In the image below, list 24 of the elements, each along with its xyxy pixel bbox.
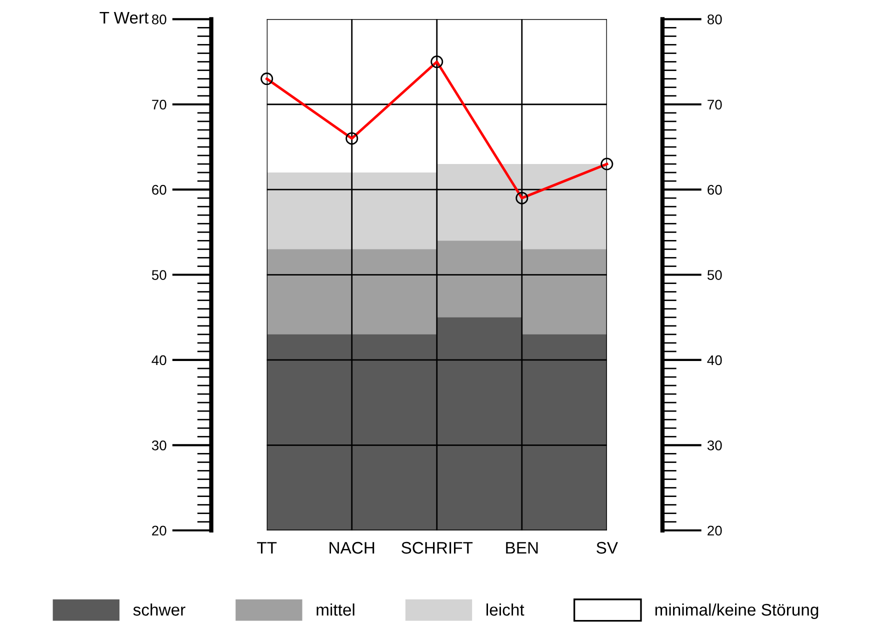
x-tick-label: NACH bbox=[330, 542, 374, 554]
y-tick-label: 20 bbox=[152, 526, 166, 536]
x-tick-label: SV bbox=[596, 542, 618, 554]
legend-label: leicht bbox=[486, 603, 524, 616]
y2-tick-label: 50 bbox=[707, 270, 722, 280]
y-tick-label: 50 bbox=[152, 270, 166, 280]
y2-tick-label: 80 bbox=[708, 14, 722, 24]
y-tick-label: 40 bbox=[152, 355, 166, 366]
legend-label: minimal/keine Störung bbox=[655, 603, 818, 620]
y-tick-label: 80 bbox=[152, 14, 166, 24]
y-tick-label: 60 bbox=[152, 184, 166, 195]
y2-tick-label: 70 bbox=[708, 100, 722, 110]
y2-tick-label: 60 bbox=[708, 184, 722, 195]
x-tick-label: BEN bbox=[506, 542, 538, 554]
x-tick-label: SCHRIFT bbox=[402, 542, 473, 554]
legend-label: mittel bbox=[316, 603, 354, 616]
y2-tick-label: 40 bbox=[707, 355, 722, 366]
y-tick-label: 30 bbox=[152, 440, 166, 450]
y-axis-title: T Wert bbox=[100, 12, 149, 24]
y-tick-label: 70 bbox=[152, 100, 166, 110]
x-tick-label: TT bbox=[257, 542, 277, 554]
y2-tick-label: 20 bbox=[708, 526, 722, 536]
y2-tick-label: 30 bbox=[707, 440, 722, 450]
legend-label: schwer bbox=[133, 603, 186, 616]
